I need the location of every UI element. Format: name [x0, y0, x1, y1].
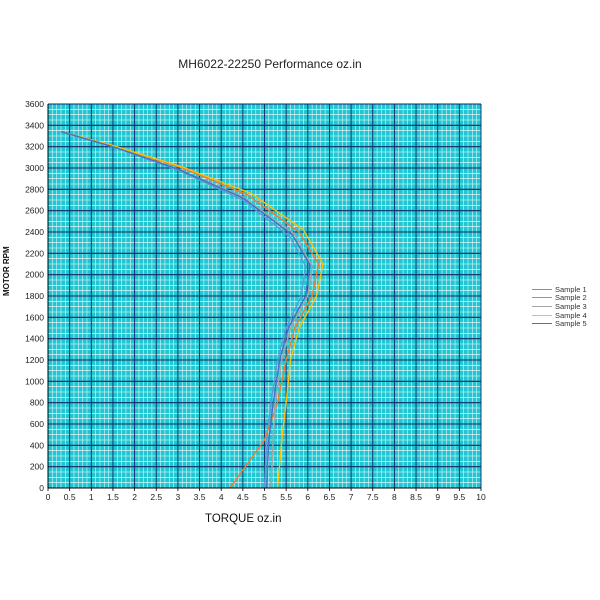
- major-grid: [47, 103, 482, 489]
- x-tick-label: 10: [476, 492, 486, 502]
- x-tick-label: 8.5: [410, 492, 422, 502]
- y-tick-label: 3000: [25, 163, 44, 173]
- y-tick-label: 2400: [25, 227, 44, 237]
- y-tick-label: 3400: [25, 120, 44, 130]
- series-group: [60, 131, 324, 489]
- x-tick-label: 7: [349, 492, 354, 502]
- x-tick-label: 9.5: [453, 492, 465, 502]
- y-tick-label: 0: [39, 483, 44, 493]
- legend-swatch: [532, 297, 552, 299]
- x-tick-label: 8: [392, 492, 397, 502]
- x-tick-label: 0: [46, 492, 51, 502]
- y-tick-label: 2600: [25, 206, 44, 216]
- x-tick-label: 4.5: [237, 492, 249, 502]
- y-tick-label: 400: [30, 440, 44, 450]
- x-tick-label: 6.5: [324, 492, 336, 502]
- x-tick-label: 1: [89, 492, 94, 502]
- legend-label: Sample 4: [555, 310, 587, 320]
- y-tick-label: 2200: [25, 248, 44, 258]
- x-tick-label: 7.5: [367, 492, 379, 502]
- legend-item-4: Sample 4: [532, 311, 587, 320]
- x-tick-label: 4: [219, 492, 224, 502]
- x-tick-label: 2.5: [150, 492, 162, 502]
- chart-title: MH6022-22250 Performance oz.in: [178, 57, 362, 71]
- y-tick-label: 1800: [25, 291, 44, 301]
- legend-label: Sample 2: [555, 293, 587, 303]
- x-tick-label: 3: [176, 492, 181, 502]
- x-axis-label: TORQUE oz.in: [205, 513, 282, 525]
- x-tick-label: 6: [305, 492, 310, 502]
- y-tick-label: 600: [30, 419, 44, 429]
- legend-item-2: Sample 2: [532, 293, 587, 303]
- y-tick-label: 2000: [25, 270, 44, 280]
- legend-swatch: [532, 288, 552, 290]
- legend-label: Sample 5: [555, 319, 587, 329]
- y-tick-label: 2800: [25, 184, 44, 194]
- series-line-5: [60, 131, 311, 489]
- legend-label: Sample 1: [555, 284, 587, 294]
- y-tick-label: 200: [30, 462, 44, 472]
- series-line-4: [60, 131, 324, 489]
- x-tick-labels: 0 0.5 1 1.5 2 2.5 3 3.5 4 4.5 5 5.5 6 6.5 7 7.5 8 8.5 9 9.5…: [46, 488, 486, 502]
- legend: Sample 1 Sample 2 Sample 3 Sample 4 Sample 5: [532, 285, 587, 328]
- y-tick-label: 1600: [25, 312, 44, 322]
- y-axis-label: MOTOR RPM: [2, 246, 11, 296]
- x-tick-label: 0.5: [64, 492, 76, 502]
- y-tick-label: 3200: [25, 142, 44, 152]
- x-tick-label: 5: [262, 492, 267, 502]
- x-tick-label: 3.5: [194, 492, 206, 502]
- y-tick-label: 1400: [25, 334, 44, 344]
- y-tick-label: 3600: [25, 99, 44, 109]
- x-tick-label: 5.5: [280, 492, 292, 502]
- x-tick-label: 9: [435, 492, 440, 502]
- series-line-1: [60, 131, 307, 489]
- x-tick-label: 2: [132, 492, 137, 502]
- x-tick-label: 1.5: [107, 492, 119, 502]
- legend-item-1: Sample 1: [532, 285, 587, 294]
- legend-swatch: [532, 305, 552, 307]
- legend-item-3: Sample 3: [532, 302, 587, 311]
- y-tick-labels: 0 200 400 600 800 1000 1200 1400 1600 1800 2000 220…: [25, 99, 44, 493]
- legend-swatch: [532, 314, 552, 316]
- y-tick-label: 1200: [25, 355, 44, 365]
- y-tick-label: 1000: [25, 376, 44, 386]
- legend-item-5: Sample 5: [532, 319, 587, 328]
- legend-swatch: [532, 323, 552, 325]
- y-tick-label: 800: [30, 398, 44, 408]
- legend-label: Sample 3: [555, 301, 587, 311]
